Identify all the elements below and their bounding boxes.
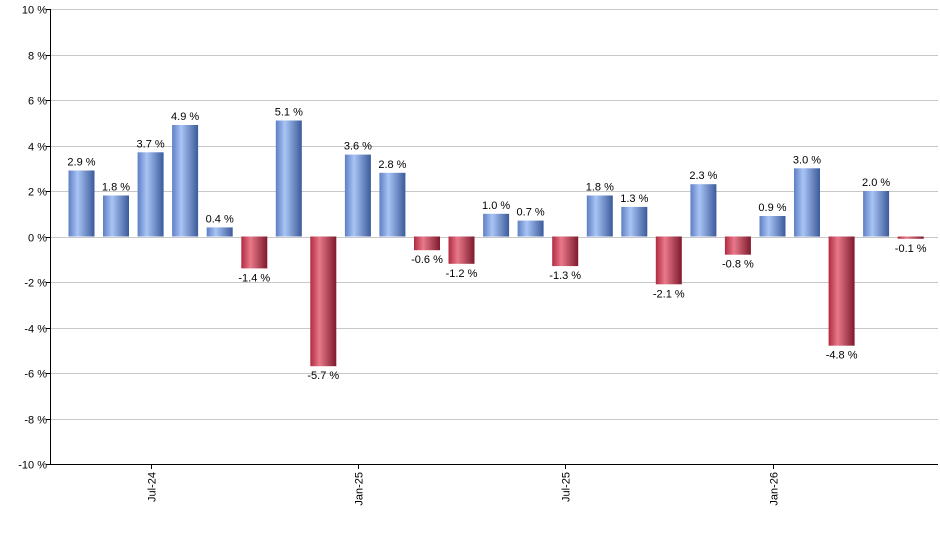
bar-positive xyxy=(344,154,371,237)
bar-value-label: 0.4 % xyxy=(206,213,234,225)
bar-negative xyxy=(655,236,682,285)
bar-value-label: 1.3 % xyxy=(620,193,648,205)
y-tick-label: -6 % xyxy=(24,369,47,381)
bar-positive xyxy=(275,120,302,237)
y-tick-label: 6 % xyxy=(28,96,47,108)
bar-value-label: -5.7 % xyxy=(307,370,339,382)
bar-value-label: 4.9 % xyxy=(171,111,199,123)
bar-positive xyxy=(172,125,199,237)
bar-negative xyxy=(241,236,268,269)
y-axis: 10 % 8 % 6 % 4 % 2 % 0 % -2 % -4 % -6 % -8 % -10 % xyxy=(18,5,51,472)
bar-positive xyxy=(794,168,820,237)
bar-positive xyxy=(517,220,544,237)
bar-value-label: -1.2 % xyxy=(446,268,478,280)
x-axis: Jul-24 Jan-25 Jul-25 Jan-26 xyxy=(50,464,938,506)
bar-value-label: -2.1 % xyxy=(653,288,685,300)
y-tick-label: 2 % xyxy=(28,187,47,199)
bar-positive xyxy=(759,216,786,237)
bar-value-label: -0.1 % xyxy=(895,243,927,255)
bar-positive xyxy=(103,195,129,237)
y-tick-label: 0 % xyxy=(28,233,47,245)
bar-positive xyxy=(206,227,233,237)
y-tick-label: 4 % xyxy=(28,142,47,154)
bar-value-label: 3.7 % xyxy=(137,138,165,150)
bar-value-label: -4.8 % xyxy=(826,350,858,362)
bar-positive xyxy=(690,184,717,237)
bar-positive xyxy=(586,195,613,237)
x-tick-label: Jan-26 xyxy=(769,472,781,506)
bar-positive xyxy=(68,170,95,237)
bar-positive xyxy=(621,206,648,237)
bar-value-label: -0.6 % xyxy=(411,254,443,266)
y-tick-label: 10 % xyxy=(22,5,47,17)
bar-value-label: 1.0 % xyxy=(482,200,510,212)
bar-value-label: -1.3 % xyxy=(549,270,581,282)
bar-positive xyxy=(137,152,164,237)
bar-positive xyxy=(379,172,406,237)
y-tick-label: -2 % xyxy=(24,278,47,290)
x-tick-label: Jan-25 xyxy=(354,472,366,506)
bar-negative xyxy=(828,236,855,346)
bar-value-label: 3.0 % xyxy=(793,154,821,166)
bar-value-label: 0.9 % xyxy=(758,202,786,214)
x-tick-label: Jul-24 xyxy=(147,472,159,502)
y-tick-label: 8 % xyxy=(28,51,47,63)
bar-value-label: 5.1 % xyxy=(275,107,303,119)
bar-value-label: 3.6 % xyxy=(344,141,372,153)
bar-value-label: -1.4 % xyxy=(238,272,270,284)
bar-negative xyxy=(448,236,475,264)
bar-positive xyxy=(483,213,510,237)
bar-value-label: 1.8 % xyxy=(102,182,130,194)
bar-positive xyxy=(863,191,890,237)
bars xyxy=(68,120,924,367)
y-tick-label: -10 % xyxy=(18,460,47,472)
bar-negative xyxy=(724,236,751,255)
data-labels: 2.9 % 1.8 % 3.7 % 4.9 % 0.4 % -1.4 % 5.1 % -5.7… xyxy=(67,107,926,383)
bar-negative xyxy=(414,236,440,251)
y-tick-label: -8 % xyxy=(24,415,47,427)
bar-value-label: 1.8 % xyxy=(586,182,614,194)
bar-value-label: -0.8 % xyxy=(722,259,754,271)
bar-value-label: 2.0 % xyxy=(862,177,890,189)
bar-negative xyxy=(310,236,337,367)
bar-negative xyxy=(897,236,924,239)
y-tick-label: -4 % xyxy=(24,324,47,336)
x-tick-label: Jul-25 xyxy=(561,472,573,502)
bar-value-label: 0.7 % xyxy=(517,207,545,219)
bar-value-label: 2.8 % xyxy=(378,159,406,171)
bar-value-label: 2.3 % xyxy=(689,170,717,182)
bar-value-label: 2.9 % xyxy=(67,157,95,169)
bar-negative xyxy=(552,236,579,267)
